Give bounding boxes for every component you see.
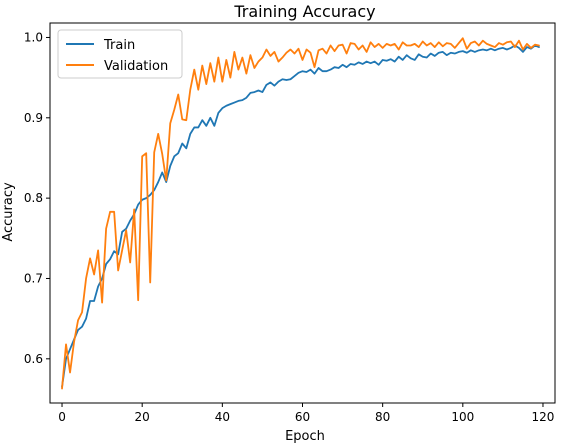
series-line-validation bbox=[61, 37, 540, 390]
x-tick-label-0: 0 bbox=[58, 410, 66, 424]
x-tick-label-120: 120 bbox=[532, 410, 555, 424]
chart-title: Training Accuracy bbox=[233, 2, 375, 21]
y-tick-label-0.8: 0.8 bbox=[24, 191, 43, 205]
y-axis-label: Accuracy bbox=[1, 182, 16, 242]
x-tick-label-40: 40 bbox=[215, 410, 230, 424]
legend-label-validation: Validation bbox=[104, 59, 168, 74]
x-tick-label-100: 100 bbox=[451, 410, 474, 424]
y-tick-label-0.9: 0.9 bbox=[24, 111, 43, 125]
plot-area: 0 20 40 60 80 100 120 0.6 0.7 0.8 0.9 1.0 Train Valid… bbox=[24, 22, 556, 424]
y-tick-label-0.6: 0.6 bbox=[24, 352, 43, 366]
x-tick-label-20: 20 bbox=[135, 410, 150, 424]
x-axis-label: Epoch bbox=[285, 429, 325, 444]
y-tick-label-1: 1.0 bbox=[24, 30, 43, 44]
x-tick-label-80: 80 bbox=[375, 410, 390, 424]
y-tick-label-0.7: 0.7 bbox=[24, 271, 43, 285]
plot-frame bbox=[49, 22, 556, 404]
legend-label-train: Train bbox=[103, 38, 135, 53]
x-tick-label-60: 60 bbox=[295, 410, 310, 424]
